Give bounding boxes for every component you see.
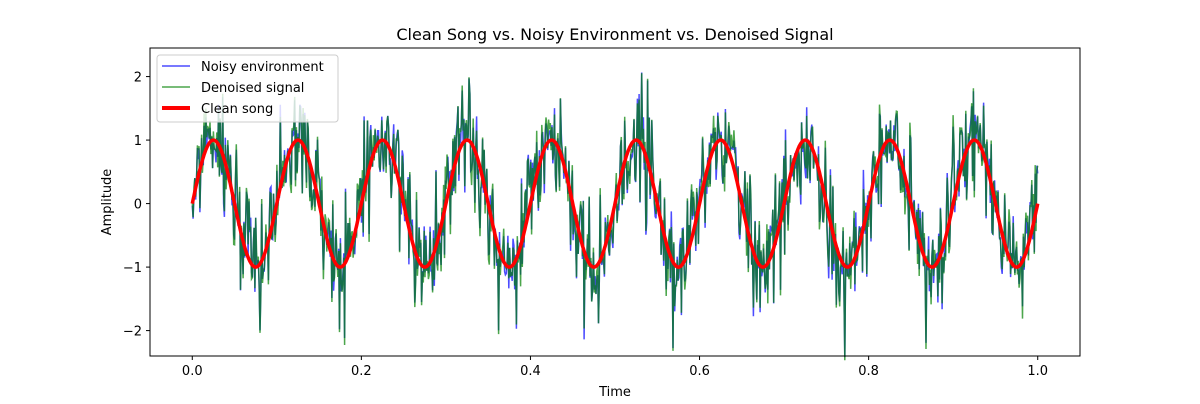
x-axis-label: Time bbox=[598, 385, 631, 400]
y-tick-label: −1 bbox=[123, 261, 142, 276]
y-tick-label: 1 bbox=[134, 134, 142, 149]
series-line-clean-song bbox=[190, 138, 1040, 269]
y-tick-label: −2 bbox=[123, 325, 142, 340]
x-tick-label: 0.6 bbox=[689, 364, 710, 379]
x-tick-label: 1.0 bbox=[1027, 364, 1048, 379]
chart-title: Clean Song vs. Noisy Environment vs. Den… bbox=[396, 25, 833, 44]
plot-area bbox=[190, 72, 1040, 361]
legend-label-noisy: Noisy environment bbox=[201, 60, 324, 75]
y-tick-label: 2 bbox=[134, 71, 142, 86]
x-axis: 0.0 0.2 0.4 0.6 0.8 1.0 bbox=[182, 356, 1048, 379]
legend-label-clean: Clean song bbox=[201, 102, 273, 117]
x-tick-label: 0.0 bbox=[182, 364, 203, 379]
legend: Noisy environment Denoised signal Clean … bbox=[156, 54, 339, 123]
x-tick-label: 0.4 bbox=[520, 364, 541, 379]
x-tick-label: 0.2 bbox=[351, 364, 372, 379]
y-axis-label: Amplitude bbox=[100, 169, 115, 236]
legend-box bbox=[156, 54, 339, 123]
legend-label-denoised: Denoised signal bbox=[201, 81, 304, 96]
y-axis: −2 −1 0 1 2 bbox=[123, 71, 150, 340]
x-tick-label: 0.8 bbox=[858, 364, 879, 379]
axes-frame bbox=[149, 47, 1081, 357]
y-tick-label: 0 bbox=[134, 198, 142, 213]
